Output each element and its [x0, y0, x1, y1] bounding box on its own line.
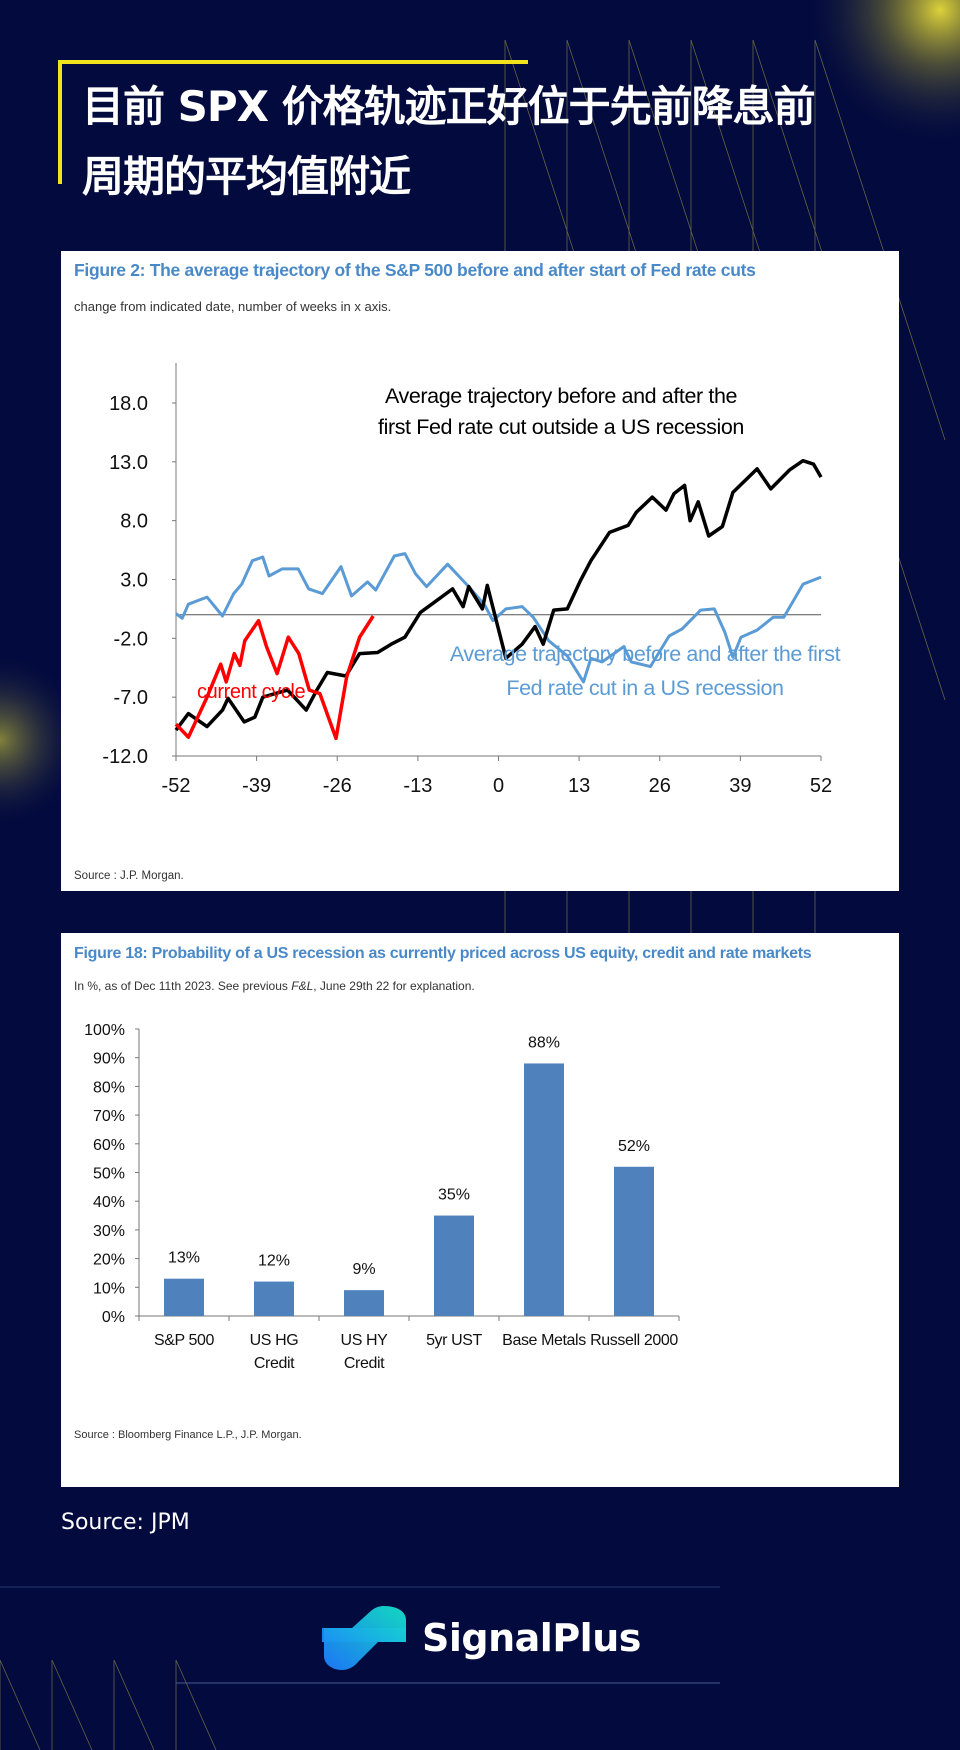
y-tick-label: 18.0 [109, 393, 148, 415]
y-tick-label: 20% [93, 1252, 125, 1269]
figure-title: Figure 18: Probability of a US recession… [74, 945, 812, 962]
series-annotation: Average trajectory before and after the [385, 384, 737, 408]
x-tick-label: 26 [649, 775, 671, 797]
series-annotation: Average trajectory before and after the … [450, 642, 841, 666]
bar [344, 1290, 384, 1316]
subtitle-italic: F&L [291, 979, 314, 993]
category-label: 5yr UST [426, 1332, 482, 1349]
y-tick-label: -2.0 [114, 628, 148, 650]
x-tick-label: 13 [568, 775, 590, 797]
brand-name: SignalPlus [422, 1616, 641, 1660]
bar-chart: 0% 10% 20% 30% 40% 50% 60% 70% 80% 90% 100% 13% S&P … [84, 1022, 680, 1372]
y-tick-label: -12.0 [102, 746, 148, 768]
figure-source: Source : J.P. Morgan. [74, 870, 184, 882]
series-annotation: current cycle [197, 681, 305, 703]
y-tick-label: 13.0 [109, 452, 148, 474]
y-tick-label: 3.0 [120, 570, 148, 592]
y-tick-label: 70% [93, 1108, 125, 1125]
y-tick-label: 30% [93, 1223, 125, 1240]
figure-subtitle: change from indicated date, number of we… [74, 299, 392, 314]
series-line-outside-recession [174, 458, 823, 732]
figure-title: Figure 2: The average trajectory of the … [74, 260, 756, 280]
x-tick-label: -13 [403, 775, 432, 797]
title-line-1: 目前 SPX 价格轨迹正好位于先前降息前 [82, 82, 816, 131]
y-tick-label: 10% [93, 1280, 125, 1297]
category-label: Russell 2000 [590, 1332, 678, 1349]
subtitle-text: , June 29th 22 for explanation. [313, 979, 475, 993]
series-annotation: first Fed rate cut outside a US recessio… [378, 415, 744, 439]
y-tick-label: 40% [93, 1194, 125, 1211]
x-tick-label: 52 [810, 775, 832, 797]
category-label: Credit [254, 1355, 295, 1372]
category-label: Base Metals [502, 1332, 586, 1349]
category-label: Credit [344, 1355, 385, 1372]
data-label: 52% [618, 1138, 650, 1155]
title-line-2: 周期的平均值附近 [82, 152, 411, 201]
x-tick-label: 39 [729, 775, 751, 797]
y-tick-label: 80% [93, 1079, 125, 1096]
y-tick-label: 90% [93, 1051, 125, 1068]
data-label: 12% [258, 1253, 290, 1270]
title-accent-bar-vertical [58, 60, 62, 184]
series-line-current-cycle [174, 615, 375, 741]
bar [434, 1215, 474, 1316]
figure-source: Source : Bloomberg Finance L.P., J.P. Mo… [74, 1429, 302, 1441]
data-label: 9% [352, 1261, 375, 1278]
data-label: 88% [528, 1034, 560, 1051]
category-label: US HG [250, 1332, 299, 1349]
line-chart: 18.0 13.0 8.0 3.0 -2.0 -7.0 -12.0 -52 -39 -26 -13 0… [102, 363, 841, 797]
bar [614, 1166, 654, 1316]
figure-18-card: Figure 18: Probability of a US recession… [61, 933, 899, 1487]
x-tick-label: -39 [242, 775, 271, 797]
bar [524, 1063, 564, 1316]
category-label: US HY [341, 1332, 389, 1349]
x-tick-label: -52 [162, 775, 191, 797]
series-annotation: Fed rate cut in a US recession [506, 676, 783, 700]
page-source: Source: JPM [61, 1510, 190, 1535]
bar [164, 1278, 204, 1316]
data-label: 35% [438, 1187, 470, 1204]
y-tick-label: 60% [93, 1137, 125, 1154]
figure-2-card: Figure 2: The average trajectory of the … [61, 251, 899, 891]
title-accent-bar [58, 60, 528, 64]
y-tick-label: 8.0 [120, 511, 148, 533]
category-label: S&P 500 [154, 1332, 215, 1349]
bar [254, 1281, 294, 1316]
signalplus-logo-icon [322, 1606, 406, 1670]
y-tick-label: 100% [84, 1022, 125, 1039]
y-tick-label: 50% [93, 1166, 125, 1183]
x-tick-label: -26 [323, 775, 352, 797]
subtitle-text: In %, as of Dec 11th 2023. See previous [74, 979, 292, 993]
data-label: 13% [168, 1250, 200, 1267]
y-tick-label: 0% [102, 1309, 125, 1326]
figure-subtitle: In %, as of Dec 11th 2023. See previous … [74, 979, 475, 993]
signalplus-logo: SignalPlus [322, 1606, 641, 1670]
page-title: 目前 SPX 价格轨迹正好位于先前降息前 周期的平均值附近 [82, 72, 816, 212]
y-tick-label: -7.0 [114, 687, 148, 709]
x-tick-label: 0 [493, 775, 504, 797]
